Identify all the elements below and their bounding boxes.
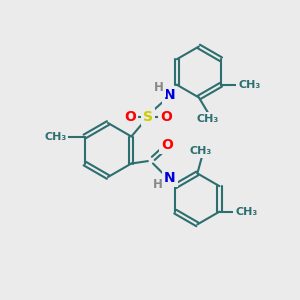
Text: O: O bbox=[161, 138, 173, 152]
Text: CH₃: CH₃ bbox=[238, 80, 261, 90]
Text: O: O bbox=[160, 110, 172, 124]
Text: N: N bbox=[164, 88, 175, 102]
Text: H: H bbox=[154, 81, 164, 94]
Text: CH₃: CH₃ bbox=[190, 146, 212, 156]
Text: S: S bbox=[143, 110, 153, 124]
Text: O: O bbox=[124, 110, 136, 124]
Text: N: N bbox=[164, 171, 176, 185]
Text: CH₃: CH₃ bbox=[235, 207, 258, 217]
Text: CH₃: CH₃ bbox=[44, 131, 66, 142]
Text: CH₃: CH₃ bbox=[196, 114, 218, 124]
Text: H: H bbox=[153, 178, 163, 191]
